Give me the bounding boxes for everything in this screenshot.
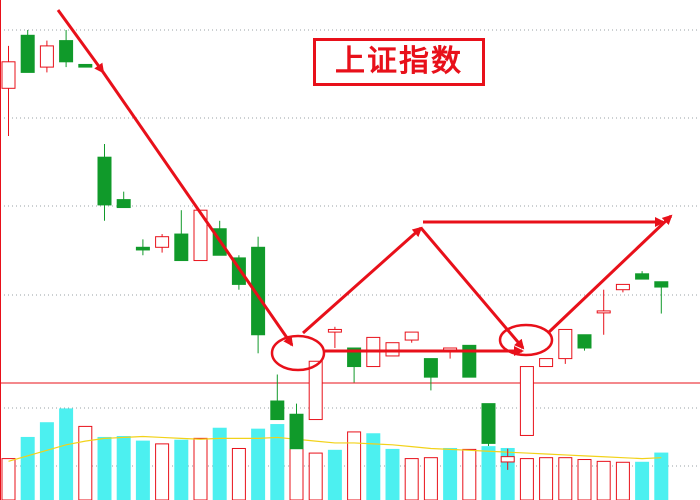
candle-body (251, 246, 266, 336)
volume-ma-line (8, 435, 662, 462)
volume-bar (443, 447, 458, 500)
chart-title: 上证指数 (335, 44, 463, 79)
trend-arrow-3 (302, 226, 423, 335)
volume-bar (635, 461, 650, 500)
candle-body (1, 61, 16, 89)
candle-body (481, 403, 496, 444)
trend-arrow-4 (419, 227, 525, 350)
volume-bar (97, 436, 112, 500)
candle-body (404, 331, 419, 341)
volume-bar (135, 440, 150, 500)
trend-arrow-1 (101, 71, 294, 347)
volume-bar (539, 457, 554, 500)
bottom-circle-1 (270, 334, 326, 372)
candle-body (78, 63, 93, 68)
volume-bar (327, 449, 342, 500)
volume-bar (39, 422, 54, 500)
volume-bar (462, 448, 477, 500)
volume-bar (366, 433, 381, 500)
volume-bar (1, 458, 16, 500)
candle-body (270, 400, 285, 421)
volume-bar (270, 424, 285, 500)
trend-arrow-5 (546, 214, 673, 335)
candle-body (615, 283, 630, 291)
candle-body (155, 236, 170, 248)
volume-bar (20, 436, 35, 500)
candle-body (97, 156, 112, 206)
volume-bar (404, 458, 419, 500)
candle-body (20, 34, 35, 73)
volume-bar (596, 460, 611, 500)
candle-body (327, 328, 342, 333)
candle-body (539, 358, 554, 368)
volume-bar (289, 443, 304, 500)
candle-body (500, 456, 515, 463)
volume-bar (308, 452, 323, 500)
candle-body (308, 360, 323, 421)
candle-body (577, 334, 592, 349)
volume-bar (615, 461, 630, 500)
title-box: 上证指数 (313, 38, 485, 86)
trend-arrow-0 (56, 9, 105, 74)
candle-body (462, 344, 477, 378)
volume-bar (481, 446, 496, 500)
candle-body (116, 199, 131, 209)
candle-body (289, 413, 304, 450)
candle-body (596, 310, 611, 314)
candle-body (135, 246, 150, 251)
volume-bar (558, 457, 573, 500)
volume-bar (174, 439, 189, 500)
price-panel (1, 30, 669, 470)
volume-bar (385, 448, 400, 500)
candle-body (635, 273, 650, 280)
volume-bar (59, 408, 74, 500)
candle-body (39, 45, 54, 68)
volume-bar (577, 459, 592, 500)
volume-bar (423, 457, 438, 500)
volume-bar (78, 425, 93, 500)
volume-bar (193, 437, 208, 500)
candle-body (385, 342, 400, 357)
candle-body (558, 328, 573, 360)
volume-bar (347, 431, 362, 500)
volume-bar (251, 428, 266, 500)
candle-body (347, 347, 362, 368)
candle-body (654, 281, 669, 288)
bottom-circle-2 (498, 323, 554, 357)
candle-body (59, 40, 74, 63)
candle-body (423, 358, 438, 378)
volume-bar (116, 436, 131, 500)
volume-bar (155, 443, 170, 500)
candle-body (174, 233, 189, 262)
volume-bar (519, 458, 534, 500)
volume-panel (1, 408, 669, 500)
trend-annotations (56, 9, 673, 372)
volume-bar (231, 447, 246, 500)
volume-bar (654, 452, 669, 500)
candle-body (519, 366, 534, 436)
